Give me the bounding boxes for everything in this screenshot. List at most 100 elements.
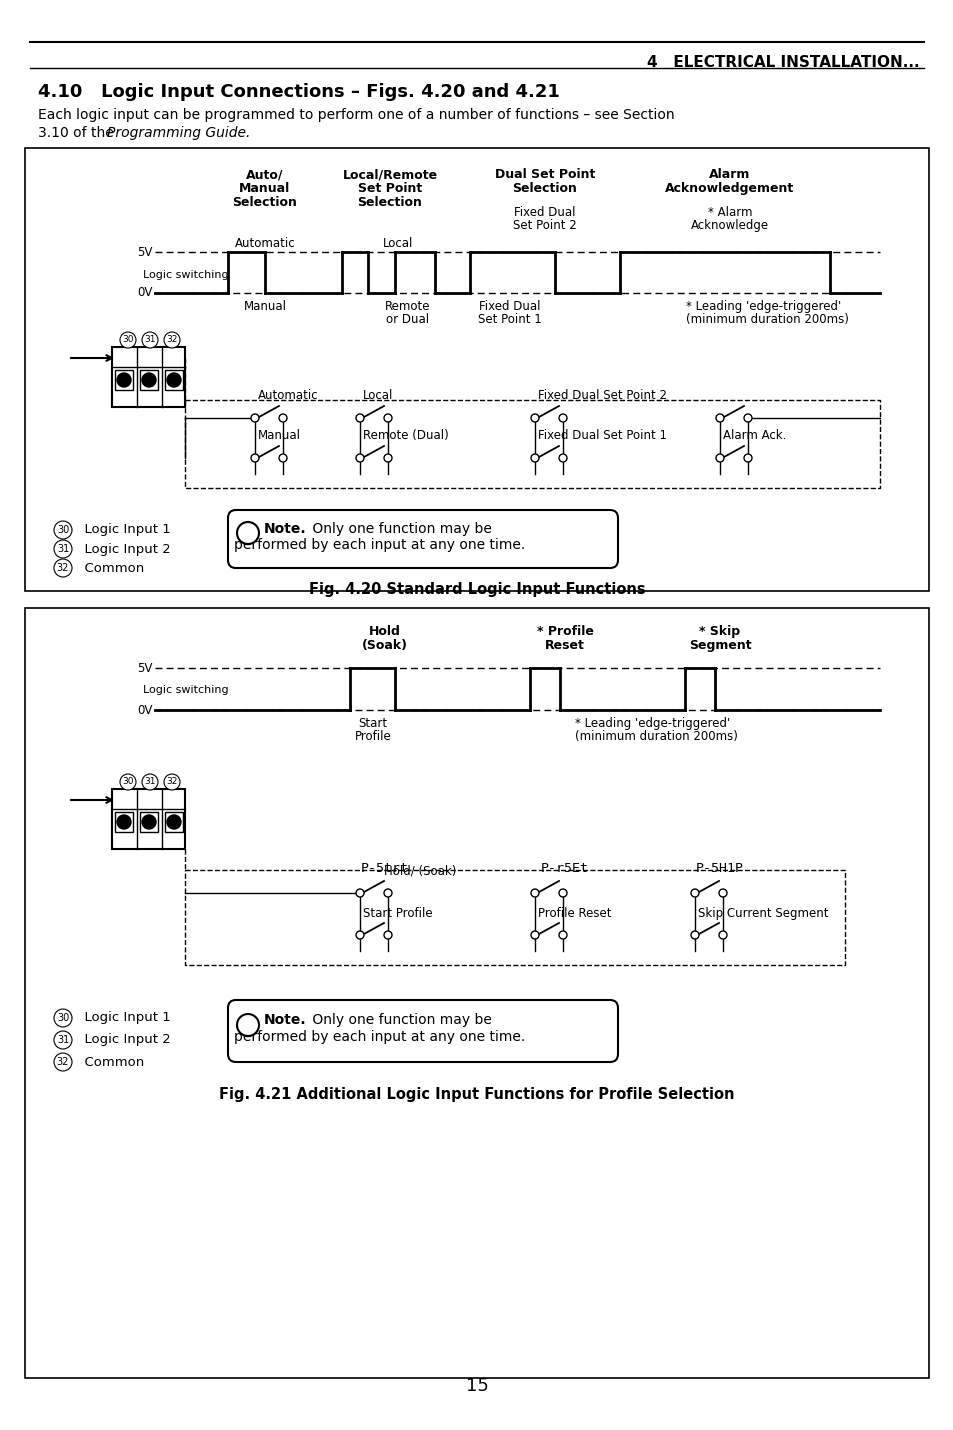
Circle shape	[117, 373, 131, 388]
Text: Set Point 1: Set Point 1	[477, 313, 541, 326]
Text: Local: Local	[382, 237, 413, 250]
Text: Start Profile: Start Profile	[363, 907, 432, 919]
Circle shape	[164, 774, 180, 789]
Circle shape	[120, 774, 136, 789]
Circle shape	[142, 774, 158, 789]
Text: Acknowledgement: Acknowledgement	[664, 182, 794, 194]
Text: * Alarm: * Alarm	[707, 206, 752, 219]
Text: Logic Input 1: Logic Input 1	[76, 523, 171, 536]
Circle shape	[117, 815, 131, 829]
Bar	[112, 789, 185, 849]
Text: Dual Set Point: Dual Set Point	[495, 167, 595, 182]
Text: * Profile: * Profile	[536, 625, 593, 638]
Text: * Leading 'edge-triggered': * Leading 'edge-triggered'	[575, 716, 729, 729]
Text: Selection: Selection	[357, 196, 422, 209]
Circle shape	[384, 453, 392, 462]
Text: P-5trt: P-5trt	[360, 862, 409, 875]
Text: Skip Current Segment: Skip Current Segment	[698, 907, 827, 919]
Circle shape	[54, 521, 71, 539]
Circle shape	[142, 332, 158, 347]
Circle shape	[558, 415, 566, 422]
Circle shape	[716, 415, 723, 422]
Circle shape	[531, 889, 538, 897]
Text: Fixed Dual Set Point 2: Fixed Dual Set Point 2	[537, 389, 666, 402]
Circle shape	[743, 415, 751, 422]
Text: 32: 32	[57, 1057, 70, 1067]
Text: Manual: Manual	[239, 182, 291, 194]
Circle shape	[54, 559, 71, 576]
Text: 31: 31	[144, 778, 155, 787]
Circle shape	[355, 889, 364, 897]
Text: Alarm Ack.: Alarm Ack.	[722, 429, 785, 442]
Text: Fixed Dual: Fixed Dual	[478, 300, 540, 313]
Text: Manual: Manual	[243, 300, 286, 313]
Text: Remote (Dual): Remote (Dual)	[363, 429, 448, 442]
Circle shape	[558, 931, 566, 940]
Text: performed by each input at any one time.: performed by each input at any one time.	[233, 538, 525, 552]
Text: Remote: Remote	[385, 300, 431, 313]
Circle shape	[251, 415, 258, 422]
Text: or Dual: or Dual	[386, 313, 429, 326]
FancyBboxPatch shape	[228, 1000, 618, 1062]
FancyBboxPatch shape	[228, 511, 618, 568]
Circle shape	[54, 1010, 71, 1027]
Text: Segment: Segment	[688, 639, 751, 652]
Text: Reset: Reset	[544, 639, 584, 652]
Text: 5V: 5V	[137, 662, 152, 675]
Text: Local/Remote: Local/Remote	[342, 167, 437, 182]
Text: Only one function may be: Only one function may be	[308, 1012, 492, 1027]
Text: Fixed Dual: Fixed Dual	[514, 206, 576, 219]
Text: 0V: 0V	[137, 704, 152, 716]
Circle shape	[236, 522, 258, 543]
Circle shape	[719, 889, 726, 897]
Text: Note.: Note.	[264, 1012, 306, 1027]
Text: 32: 32	[57, 563, 70, 573]
Text: Selection: Selection	[233, 196, 297, 209]
Text: 31: 31	[57, 1035, 69, 1045]
Text: 5V: 5V	[137, 246, 152, 259]
Circle shape	[236, 1014, 258, 1035]
Text: Programming Guide.: Programming Guide.	[107, 126, 250, 140]
Circle shape	[384, 415, 392, 422]
Circle shape	[531, 415, 538, 422]
Text: Profile Reset: Profile Reset	[537, 907, 611, 919]
Circle shape	[164, 332, 180, 347]
Text: Set Point 2: Set Point 2	[513, 219, 577, 232]
Circle shape	[558, 889, 566, 897]
Text: (minimum duration 200ms): (minimum duration 200ms)	[575, 729, 737, 744]
Text: Automatic: Automatic	[234, 237, 295, 250]
Circle shape	[531, 453, 538, 462]
Text: Local: Local	[363, 389, 393, 402]
Circle shape	[142, 373, 156, 388]
Circle shape	[355, 453, 364, 462]
Bar	[165, 370, 183, 390]
Circle shape	[54, 1031, 71, 1050]
Text: Fixed Dual Set Point 1: Fixed Dual Set Point 1	[537, 429, 666, 442]
Text: *: *	[244, 525, 252, 541]
Text: Selection: Selection	[512, 182, 577, 194]
Text: Fig. 4.20 Standard Logic Input Functions: Fig. 4.20 Standard Logic Input Functions	[309, 582, 644, 596]
Text: Start: Start	[358, 716, 387, 729]
Circle shape	[167, 815, 181, 829]
Text: Manual: Manual	[257, 429, 301, 442]
Text: Common: Common	[76, 562, 144, 575]
Bar	[115, 812, 132, 832]
Text: 0V: 0V	[137, 286, 152, 299]
Circle shape	[716, 453, 723, 462]
Bar	[112, 347, 185, 408]
Text: * Skip: * Skip	[699, 625, 740, 638]
Text: Common: Common	[76, 1055, 144, 1068]
Text: 4   ELECTRICAL INSTALLATION...: 4 ELECTRICAL INSTALLATION...	[647, 54, 919, 70]
Circle shape	[743, 453, 751, 462]
Text: Hold: Hold	[369, 625, 400, 638]
Text: 4.10   Logic Input Connections – Figs. 4.20 and 4.21: 4.10 Logic Input Connections – Figs. 4.2…	[38, 83, 559, 102]
Text: 32: 32	[166, 778, 177, 787]
Text: Hold/ (Soak): Hold/ (Soak)	[383, 865, 456, 878]
Circle shape	[384, 931, 392, 940]
Text: Each logic input can be programmed to perform one of a number of functions – see: Each logic input can be programmed to pe…	[38, 109, 674, 122]
Text: 31: 31	[144, 336, 155, 345]
Circle shape	[251, 453, 258, 462]
Circle shape	[54, 541, 71, 558]
Circle shape	[384, 889, 392, 897]
Text: Auto/: Auto/	[246, 167, 283, 182]
